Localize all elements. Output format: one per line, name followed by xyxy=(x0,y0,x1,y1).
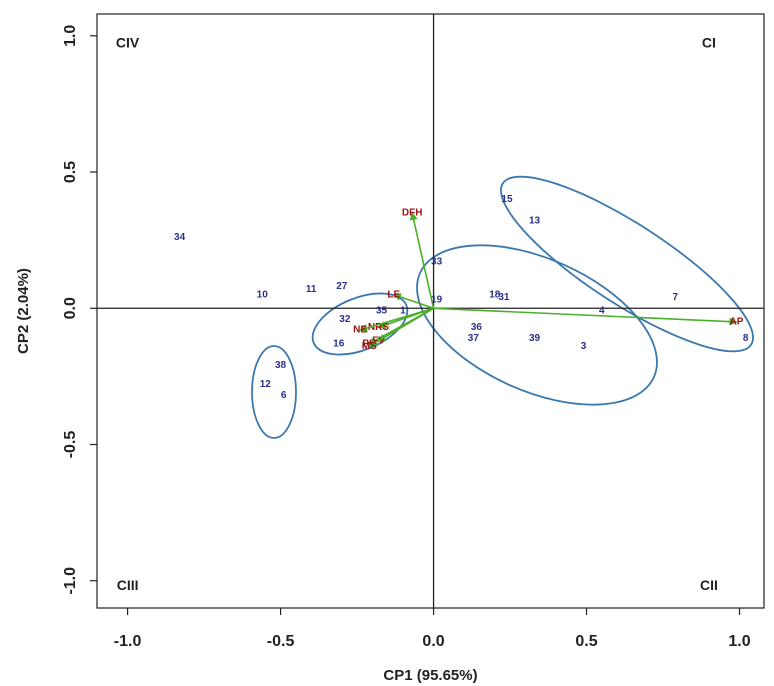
vector-label-ap: AP xyxy=(730,317,744,328)
y-tick-label: -1.0 xyxy=(62,567,79,595)
cluster-ellipse-2 xyxy=(416,244,658,406)
reference-lines xyxy=(97,14,764,608)
point-label-18: 18 xyxy=(489,289,501,300)
point-label-39: 39 xyxy=(529,333,541,344)
x-tick-label: -0.5 xyxy=(267,633,295,650)
point-label-32: 32 xyxy=(339,314,351,325)
x-axis-title: CP1 (95.65%) xyxy=(383,667,477,684)
point-label-27: 27 xyxy=(336,281,348,292)
point-label-33: 33 xyxy=(431,257,443,268)
vector-label-ne: NE xyxy=(353,325,367,336)
y-tick-label: -0.5 xyxy=(62,431,79,459)
point-label-6: 6 xyxy=(281,390,287,401)
point-label-19: 19 xyxy=(431,295,443,306)
vector-arrow-ap xyxy=(433,307,738,326)
vector-label-le: LE xyxy=(387,289,400,300)
vector-label-nrs: NRS xyxy=(368,322,389,333)
quadrant-label-ci: CI xyxy=(702,35,716,51)
point-label-11: 11 xyxy=(306,284,317,295)
y-tick-label: 1.0 xyxy=(62,25,79,47)
point-label-12: 12 xyxy=(260,379,272,390)
point-label-13: 13 xyxy=(529,216,541,227)
quadrant-label-cii: CII xyxy=(700,577,718,593)
cluster-ellipse-3 xyxy=(311,292,409,356)
point-label-37: 37 xyxy=(468,333,480,344)
quadrant-label-ciii: CIII xyxy=(117,577,139,593)
x-tick-label: -1.0 xyxy=(114,633,142,650)
variable-vectors: APDFHLENRSNEPHFVMS xyxy=(353,208,744,353)
point-label-36: 36 xyxy=(471,322,483,333)
cluster-ellipse-1 xyxy=(500,175,754,353)
y-tick-label: 0.5 xyxy=(62,161,79,183)
vector-label-dfh: DFH xyxy=(402,208,423,219)
cluster-ellipses xyxy=(251,175,754,439)
vector-arrow-le xyxy=(392,293,434,310)
vector-arrow-ne xyxy=(359,307,434,332)
point-label-7: 7 xyxy=(672,292,678,303)
point-label-31: 31 xyxy=(498,292,510,303)
vector-label-ms: MS xyxy=(362,341,377,352)
point-label-35: 35 xyxy=(376,306,388,317)
axis-ticks: -1.0 -0.5 0.0 0.5 1.0 -1.0 -0.5 0.0 0.5 1.0 xyxy=(62,25,751,650)
x-tick-label: 1.0 xyxy=(728,633,750,650)
point-label-4: 4 xyxy=(599,306,605,317)
quadrant-label-civ: CIV xyxy=(116,35,140,51)
point-label-15: 15 xyxy=(501,194,513,205)
x-tick-label: 0.0 xyxy=(422,633,444,650)
point-label-1: 1 xyxy=(400,306,406,317)
point-label-8: 8 xyxy=(743,333,749,344)
plot-frame xyxy=(96,13,765,609)
plot-border xyxy=(96,13,765,609)
vector-arrow-ms xyxy=(368,307,434,348)
quadrant-labels: CI CII CIII CIV xyxy=(116,35,718,593)
point-label-3: 3 xyxy=(581,341,587,352)
point-label-38: 38 xyxy=(275,360,287,371)
y-tick-label: 0.0 xyxy=(62,297,79,319)
vector-arrow-dfh xyxy=(409,211,435,309)
point-label-34: 34 xyxy=(174,232,186,243)
y-axis-title: CP2 (2.04%) xyxy=(15,268,32,354)
point-label-16: 16 xyxy=(333,338,345,349)
x-tick-label: 0.5 xyxy=(575,633,597,650)
cluster-ellipse-4 xyxy=(251,345,297,439)
point-label-10: 10 xyxy=(257,289,269,300)
